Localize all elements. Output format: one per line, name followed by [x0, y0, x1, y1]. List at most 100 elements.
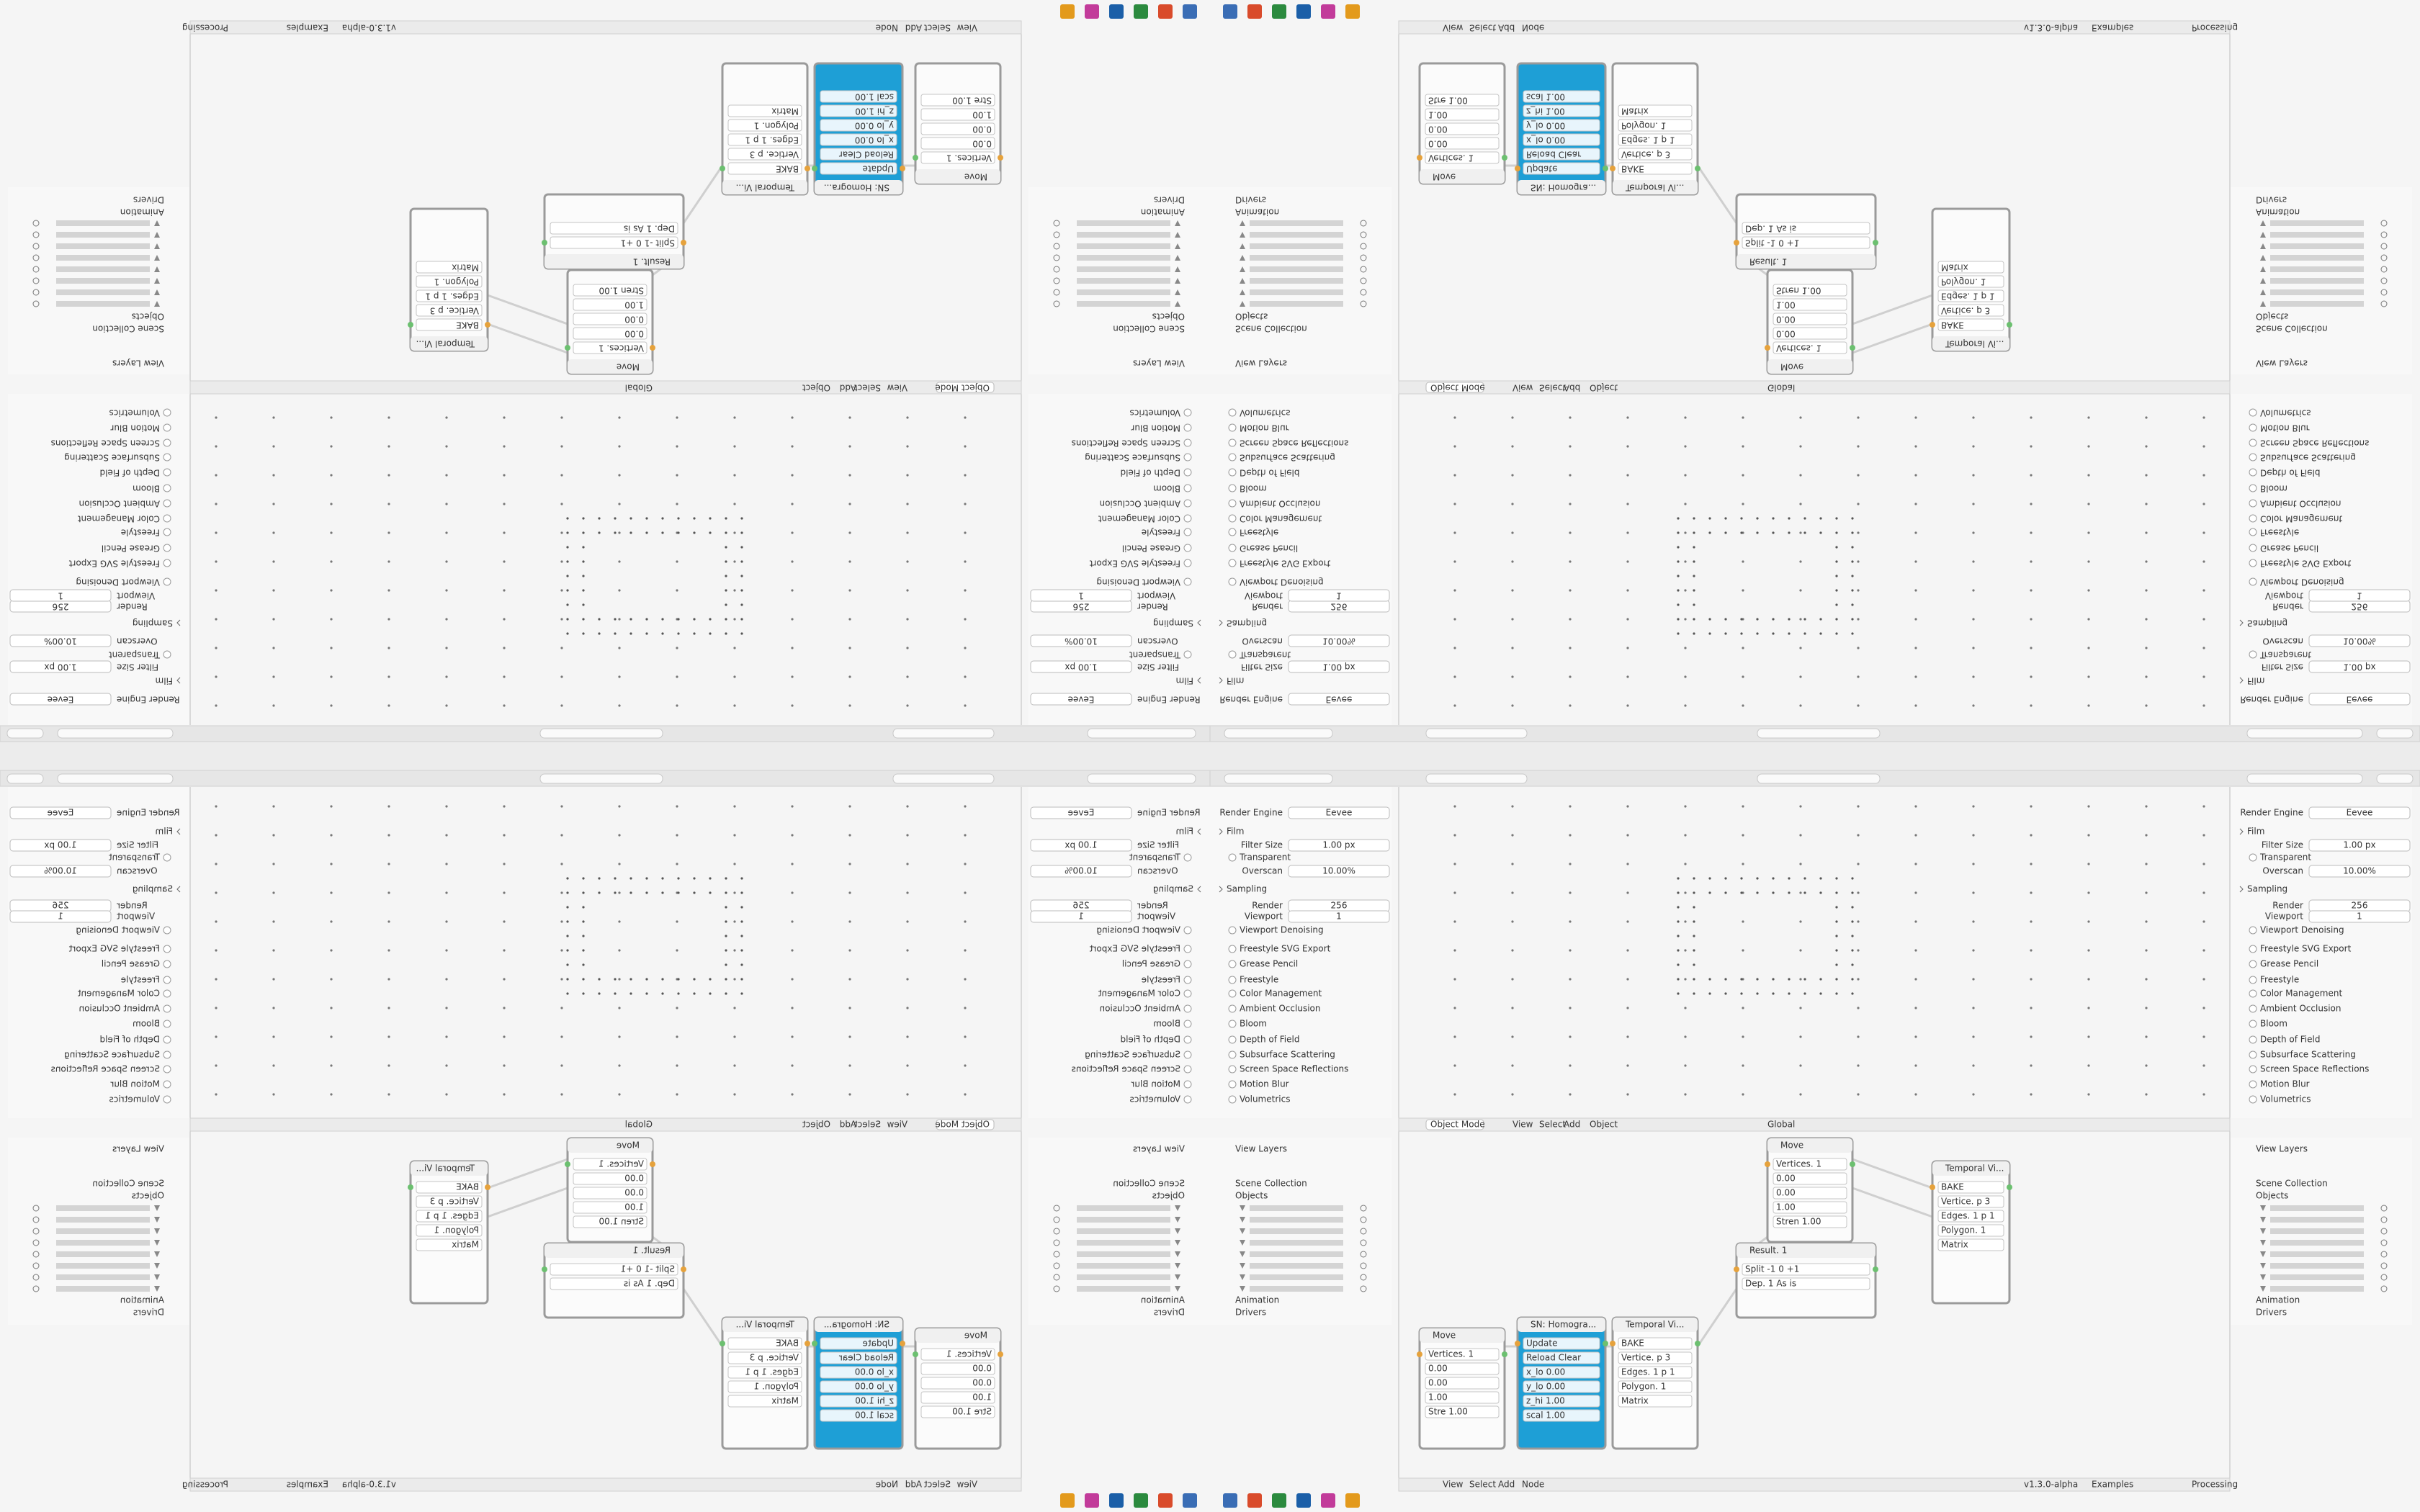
visibility-icon[interactable] — [2380, 1205, 2388, 1212]
mode-label[interactable]: Object Mode — [1430, 383, 1485, 393]
property-field[interactable] — [9, 865, 112, 878]
examples-menu[interactable]: Examples — [287, 23, 328, 33]
mode-button[interactable] — [936, 382, 995, 393]
node-field[interactable] — [1937, 1224, 2004, 1237]
property-field[interactable] — [9, 910, 112, 923]
node-field[interactable] — [416, 275, 483, 288]
checkbox[interactable] — [2249, 484, 2257, 492]
header-field[interactable] — [2376, 773, 2414, 784]
outliner-item[interactable]: Drivers — [1154, 195, 1185, 205]
checkbox[interactable] — [163, 514, 171, 523]
checkbox[interactable] — [2249, 559, 2257, 567]
visibility-icon[interactable] — [32, 289, 40, 296]
node-field[interactable] — [1523, 1409, 1600, 1422]
node-field[interactable] — [820, 119, 897, 132]
visibility-icon[interactable] — [2380, 300, 2388, 307]
node-field[interactable] — [1523, 133, 1600, 146]
node-field[interactable] — [1773, 341, 1847, 354]
taskbar-icon[interactable] — [1345, 4, 1360, 19]
taskbar-icon[interactable] — [1060, 4, 1075, 19]
visibility-icon[interactable] — [1053, 1228, 1060, 1235]
checkbox[interactable] — [2249, 514, 2257, 523]
outliner-item[interactable]: Scene Collection — [2256, 1179, 2328, 1189]
visibility-icon[interactable] — [1360, 277, 1367, 284]
node-field[interactable] — [820, 90, 897, 103]
outliner-item[interactable]: Scene Collection — [1235, 324, 1307, 334]
outliner-item[interactable]: Objects — [132, 1191, 164, 1201]
header-field[interactable] — [1425, 773, 1528, 784]
property-field[interactable] — [1030, 660, 1132, 673]
property-field[interactable] — [1288, 634, 1390, 647]
property-field[interactable] — [1030, 589, 1132, 602]
node-field[interactable] — [416, 289, 483, 302]
checkbox[interactable] — [163, 960, 171, 968]
checkbox[interactable] — [2249, 853, 2257, 862]
processing-menu[interactable]: Processing — [182, 1480, 228, 1490]
checkbox[interactable] — [1183, 853, 1192, 862]
visibility-icon[interactable] — [1053, 1274, 1060, 1281]
node-field[interactable] — [416, 1210, 483, 1223]
checkbox[interactable] — [1228, 484, 1237, 492]
property-field[interactable] — [1030, 693, 1132, 706]
visibility-icon[interactable] — [2380, 1262, 2388, 1269]
node-field[interactable] — [416, 1238, 483, 1251]
menu-item[interactable]: Add — [905, 23, 922, 33]
checkbox[interactable] — [163, 853, 171, 862]
visibility-icon[interactable] — [32, 1216, 40, 1223]
visibility-icon[interactable] — [1360, 1228, 1367, 1235]
visibility-icon[interactable] — [32, 1274, 40, 1281]
menu-item[interactable]: View — [1512, 1120, 1533, 1130]
checkbox[interactable] — [163, 1020, 171, 1028]
section-label[interactable]: Sampling — [133, 618, 173, 629]
checkbox[interactable] — [1228, 423, 1237, 432]
checkbox[interactable] — [2249, 1065, 2257, 1074]
node-field[interactable] — [550, 236, 678, 249]
node-field[interactable] — [1773, 1215, 1847, 1228]
outliner-item[interactable]: View Layers — [1133, 1144, 1185, 1154]
checkbox[interactable] — [1183, 1004, 1192, 1013]
node-field[interactable] — [573, 1201, 647, 1214]
checkbox[interactable] — [163, 544, 171, 552]
menu-item[interactable]: View — [1443, 1480, 1464, 1490]
node-field[interactable] — [1618, 1366, 1693, 1379]
node-field[interactable] — [1618, 1337, 1693, 1350]
header-field[interactable] — [1757, 773, 1881, 784]
visibility-icon[interactable] — [1360, 1216, 1367, 1223]
menu-item[interactable]: Select — [1469, 1480, 1496, 1490]
visibility-icon[interactable] — [1053, 1262, 1060, 1269]
visibility-icon[interactable] — [32, 1285, 40, 1292]
checkbox[interactable] — [163, 1004, 171, 1013]
node-field[interactable] — [1937, 1181, 2004, 1194]
visibility-icon[interactable] — [32, 254, 40, 261]
checkbox[interactable] — [1183, 453, 1192, 462]
property-field[interactable] — [2308, 839, 2411, 852]
node-field[interactable] — [727, 162, 802, 175]
taskbar-icon[interactable] — [1109, 4, 1124, 19]
outliner-item[interactable]: View Layers — [112, 359, 164, 369]
checkbox[interactable] — [163, 989, 171, 998]
header-field[interactable] — [1224, 773, 1333, 784]
property-field[interactable] — [1288, 910, 1390, 923]
orientation[interactable]: Global — [1767, 383, 1795, 393]
node-field[interactable] — [820, 104, 897, 117]
visibility-icon[interactable] — [1053, 1205, 1060, 1212]
header-field[interactable] — [57, 728, 174, 739]
checkbox[interactable] — [163, 1080, 171, 1089]
outliner-item[interactable]: Animation — [2256, 207, 2300, 217]
outliner-item[interactable]: Animation — [1141, 1295, 1185, 1305]
node-field[interactable] — [573, 1158, 647, 1171]
node-field[interactable] — [727, 1351, 802, 1364]
outliner-item[interactable]: Objects — [1152, 1191, 1185, 1201]
property-field[interactable] — [2308, 660, 2411, 673]
property-field[interactable] — [1030, 806, 1132, 819]
checkbox[interactable] — [1183, 976, 1192, 984]
property-field[interactable] — [1030, 839, 1132, 852]
taskbar-icon[interactable] — [1158, 1493, 1173, 1508]
visibility-icon[interactable] — [32, 231, 40, 238]
checkbox[interactable] — [2249, 577, 2257, 586]
node-field[interactable] — [920, 108, 995, 121]
node-field[interactable] — [727, 133, 802, 146]
checkbox[interactable] — [163, 423, 171, 432]
checkbox[interactable] — [1228, 577, 1237, 586]
visibility-icon[interactable] — [1053, 289, 1060, 296]
